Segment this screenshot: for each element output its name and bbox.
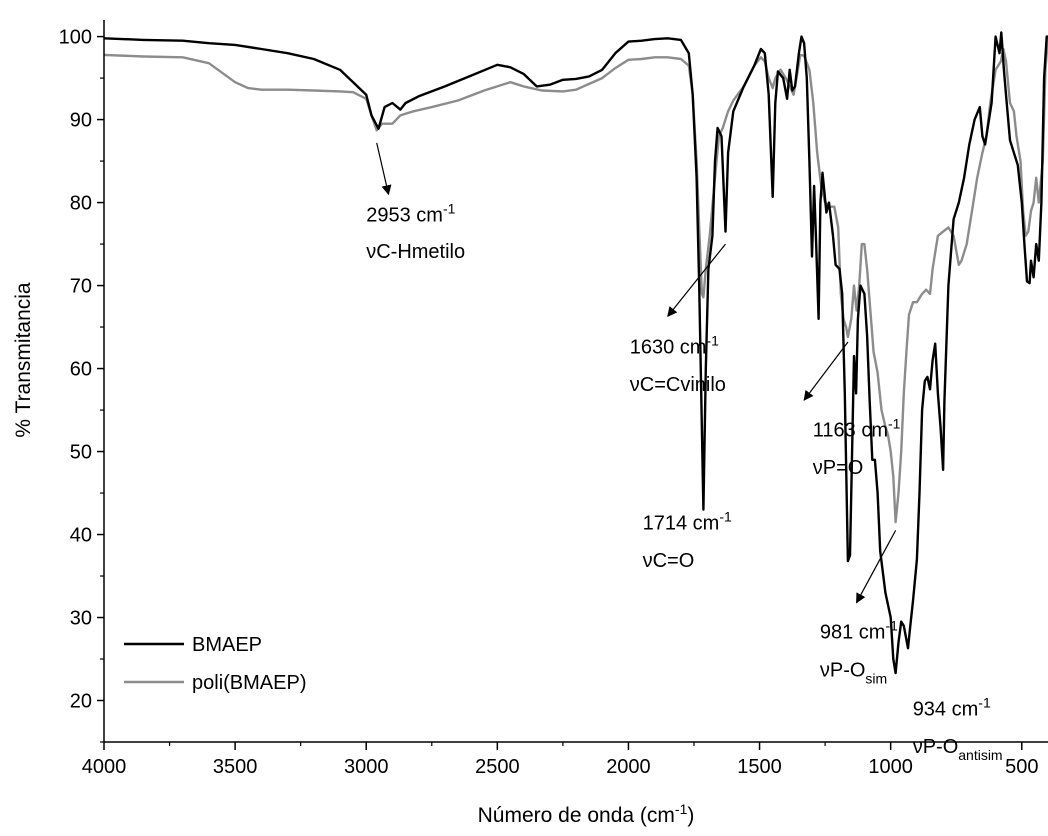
- annotation-assignment-a2953: νC-Hmetilo: [366, 241, 465, 263]
- legend-label-bmaep: BMAEP: [192, 634, 262, 656]
- legend-label-poli-bmaep: poli(BMAEP): [192, 672, 306, 694]
- annotation-assignment-a1163: νP=O: [813, 457, 864, 479]
- x-tick-label: 500: [1005, 756, 1038, 778]
- x-tick-label: 2000: [606, 756, 651, 778]
- annotation-arrow-a981: [856, 530, 897, 604]
- y-tick-label: 70: [70, 276, 92, 298]
- y-tick-label: 60: [70, 359, 92, 381]
- annotation-wavenumber-a1163: 1163 cm-1: [813, 416, 901, 442]
- annotation-arrow-a1630: [667, 243, 726, 318]
- annotation-arrow-a1163: [803, 341, 849, 401]
- x-tick-label: 1500: [737, 756, 782, 778]
- annotation-wavenumber-a981: 981 cm-1: [820, 617, 898, 643]
- y-tick-label: 20: [70, 691, 92, 713]
- x-tick-label: 1000: [868, 756, 913, 778]
- y-tick-label: 90: [70, 110, 92, 132]
- x-tick-label: 4000: [82, 756, 127, 778]
- annotation-assignment-a1714: νC=O: [643, 550, 695, 572]
- annotation-assignment-a1630: νC=Cvinilo: [630, 374, 726, 396]
- annotation-wavenumber-a1630: 1630 cm-1: [630, 333, 719, 359]
- x-tick-label: 2500: [475, 756, 520, 778]
- x-axis-title: Número de onda (cm-1): [478, 801, 695, 827]
- x-tick-label: 3500: [213, 756, 258, 778]
- y-tick-label: 80: [70, 193, 92, 215]
- y-tick-label: 30: [70, 608, 92, 630]
- x-tick-label: 3000: [344, 756, 389, 778]
- annotation-assignment-a981: νP-Osim: [820, 659, 887, 686]
- series-layer: [103, 31, 1048, 675]
- ticks-layer: 4000 3500 3000 2500 2000 1500 1000 500 20 30 40 50 6…: [59, 27, 1039, 778]
- y-axis-title: % Transmitancia: [12, 282, 35, 438]
- legend: BMAEP poli(BMAEP): [124, 634, 306, 694]
- annotation-wavenumber-a934: 934 cm-1: [913, 694, 991, 720]
- y-tick-label: 40: [70, 525, 92, 547]
- y-tick-label: 50: [70, 442, 92, 464]
- annotation-arrow-a2953: [376, 142, 392, 196]
- annotations-layer: 2953 cm-1 νC-Hmetilo 1630 cm-1 νC=Cvinilo 11…: [366, 142, 1003, 763]
- annotation-assignment-a934: νP-Oantisim: [913, 736, 1003, 763]
- y-tick-label: 100: [59, 27, 92, 49]
- series-line-bmaep: [103, 31, 1048, 675]
- annotation-wavenumber-a2953: 2953 cm-1: [366, 201, 455, 227]
- series-line-poli-bmaep: [103, 36, 1048, 524]
- annotation-wavenumber-a1714: 1714 cm-1: [643, 509, 732, 535]
